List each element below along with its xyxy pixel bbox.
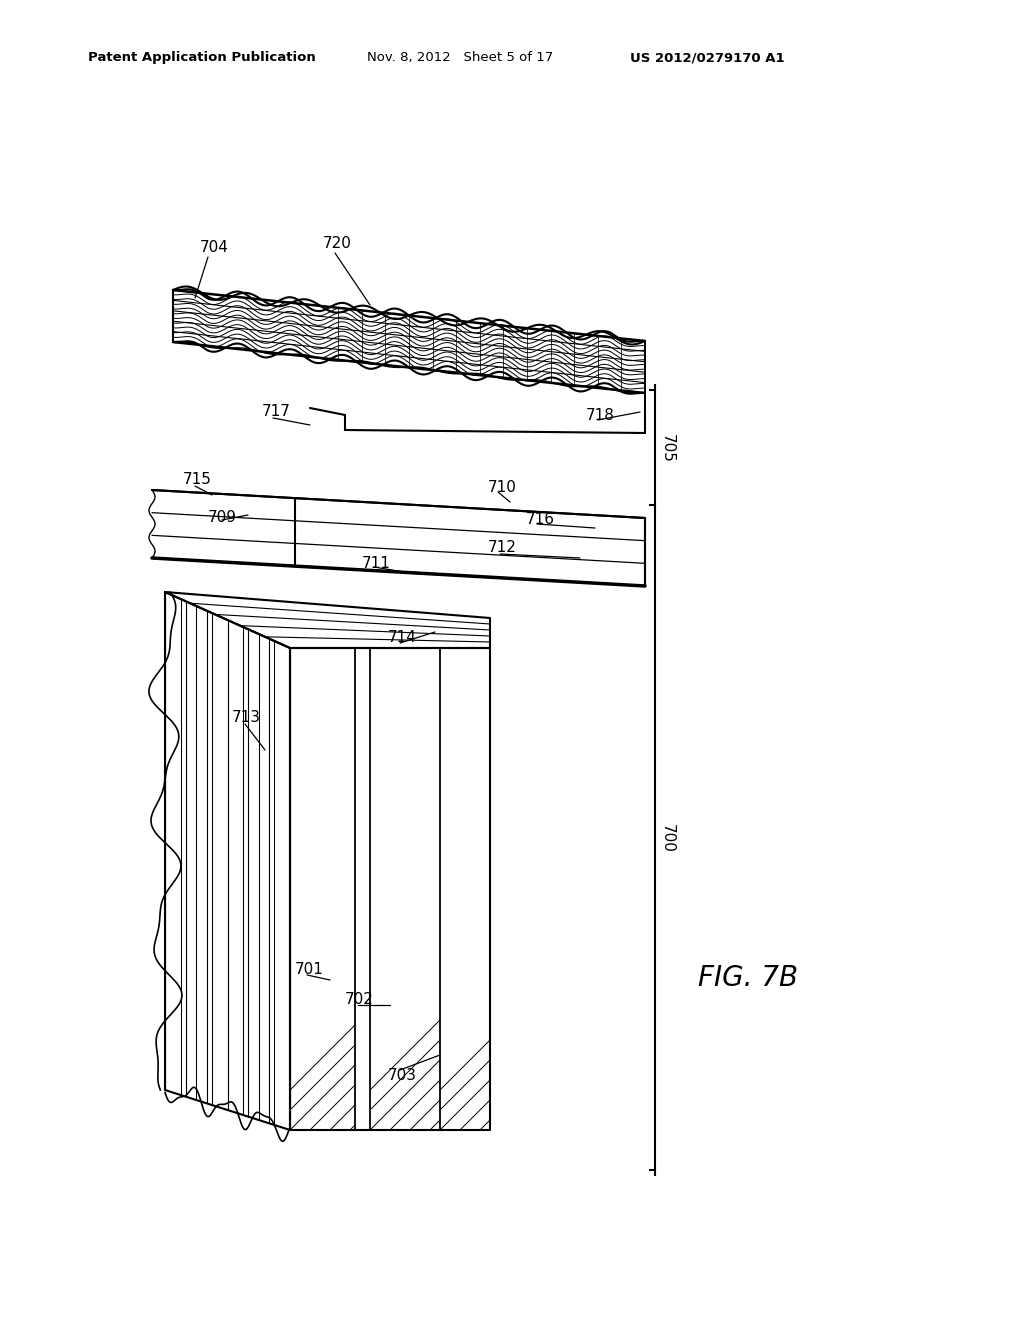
Text: 704: 704	[200, 239, 229, 255]
Text: 714: 714	[388, 631, 417, 645]
Text: 720: 720	[323, 235, 352, 251]
Text: 715: 715	[183, 473, 212, 487]
Text: 709: 709	[208, 510, 237, 524]
Text: 710: 710	[488, 479, 517, 495]
Text: 701: 701	[295, 962, 324, 978]
Text: 713: 713	[232, 710, 261, 726]
Text: US 2012/0279170 A1: US 2012/0279170 A1	[630, 51, 784, 65]
Text: FIG. 7B: FIG. 7B	[698, 964, 798, 993]
Text: 711: 711	[362, 556, 391, 570]
Text: 712: 712	[488, 540, 517, 556]
Text: 700: 700	[659, 824, 675, 853]
Text: 703: 703	[388, 1068, 417, 1082]
Text: 717: 717	[262, 404, 291, 420]
Text: 716: 716	[526, 512, 555, 528]
Text: Nov. 8, 2012   Sheet 5 of 17: Nov. 8, 2012 Sheet 5 of 17	[367, 51, 553, 65]
Text: Patent Application Publication: Patent Application Publication	[88, 51, 315, 65]
Text: 718: 718	[586, 408, 614, 422]
Text: 702: 702	[345, 993, 374, 1007]
Text: 705: 705	[659, 433, 675, 462]
